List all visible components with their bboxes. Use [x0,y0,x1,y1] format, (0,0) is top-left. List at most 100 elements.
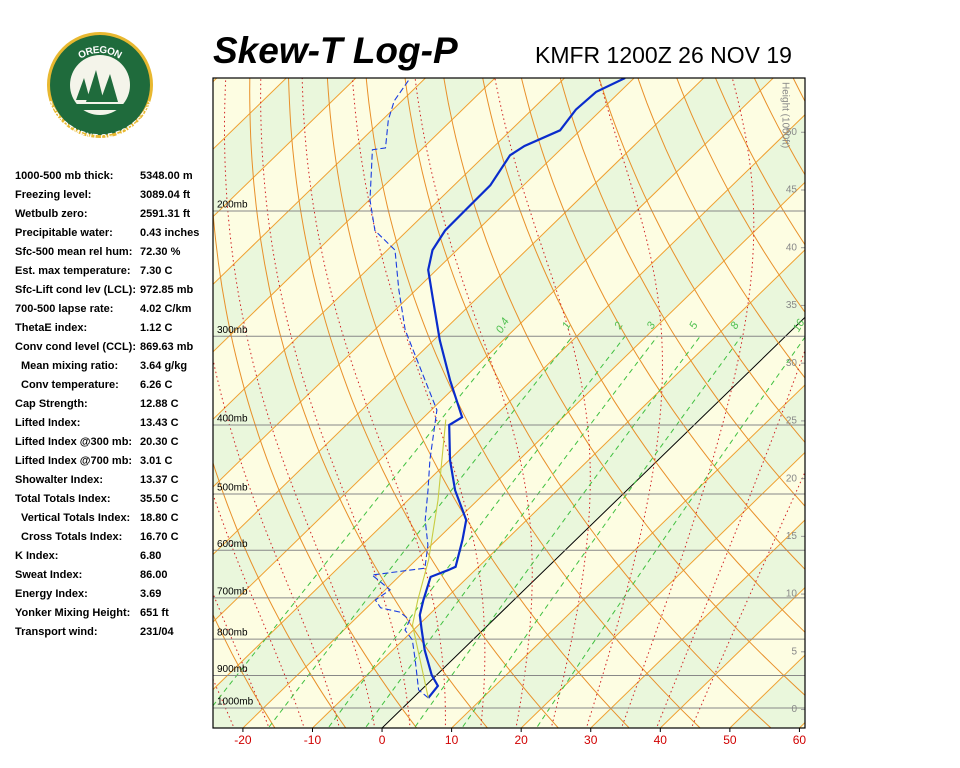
height-label: 40 [786,242,798,253]
moist-adiabat [414,78,533,728]
mixing-ratio-line [461,335,742,728]
plot-frame [212,77,806,729]
logo-top: OREGON [76,44,123,61]
index-label: Lifted Index @300 mb: [15,436,132,448]
moist-adiabat [224,78,376,728]
index-label: Sweat Index: [15,569,82,581]
dry-adiabat [326,78,630,728]
height-label: 20 [786,473,798,484]
index-label: Mean mixing ratio: [21,360,118,372]
station: KMFR 1200Z 26 NOV 19 [535,42,792,68]
dry-adiabat [213,461,347,728]
pressure-label: 300mb [217,325,248,336]
isotherm [659,586,805,728]
dry-adiabat [288,78,560,728]
index-value: 3.64 g/kg [140,360,187,372]
index-label: Transport wind: [15,626,98,638]
isotherm [242,181,805,728]
index-label: Energy Index: [15,588,88,600]
index-value: 1.12 C [140,322,172,334]
x-tick-label: -10 [304,733,322,747]
moist-adiabat [690,470,805,728]
index-label: Cross Totals Index: [21,531,122,543]
height-label: 25 [786,416,798,427]
dry-adiabat [365,78,701,728]
index-value: 0.43 inches [140,227,199,239]
axes: 1000mb 900mb 800mb 700mb 600mb 500mb 400mb 300m… [217,82,806,747]
x-tick-label: 50 [723,733,737,747]
profile-line [418,78,626,699]
index-label: Freezing level: [15,189,91,201]
index-value: 20.30 C [140,436,179,448]
profile-line [411,419,447,699]
index-value: 7.30 C [140,265,172,277]
dry-adiabat [853,46,960,735]
index-value: 231/04 [140,626,175,638]
moist-adiabat [213,356,340,728]
isotherm [213,78,496,353]
moist-adiabat [260,78,411,728]
dry-adiabat [249,78,489,728]
isotherm [213,78,357,218]
plot-area: 0.4 1 2 3 5 8 16 [213,45,960,735]
mixing-ratio-label: 1 [560,320,573,331]
dry-adiabat [598,78,805,444]
title: Skew-T Log-P [213,30,458,71]
index-label: Showalter Index: [15,474,103,486]
height-label: 35 [786,300,798,311]
height-label: 10 [786,589,798,600]
index-value: 651 ft [140,607,169,619]
logo: OREGON DEPARTMENT OF FORESTRY [44,32,156,142]
index-value: 18.80 C [140,512,179,524]
index-value: 869.63 mb [140,341,193,353]
logo-trees [74,70,126,110]
index-value: 4.02 C/km [140,303,192,315]
index-label: Est. max temperature: [15,265,131,277]
dry-adiabat [482,78,805,633]
mixing-ratio-line [327,335,626,728]
mixing-ratio-line [364,335,658,728]
index-value: 12.88 C [140,398,179,410]
x-tick-label: 10 [445,733,459,747]
index-value: 972.85 mb [140,284,193,296]
pressure-label: 600mb [217,539,248,550]
height-label: 0 [791,704,797,715]
isotherm [311,249,805,728]
moist-adiabat [585,78,664,728]
height-label: 45 [786,185,798,196]
index-value: 13.37 C [140,474,179,486]
pressure-label: 700mb [217,586,248,597]
isotherm [213,114,805,691]
isotherm [213,78,427,285]
x-tick-label: 20 [514,733,528,747]
index-label: K Index: [15,550,58,562]
dry-adiabat [213,613,276,728]
mixing-ratio-line [413,335,701,728]
index-value: 3089.04 ft [140,189,190,201]
index-value: 3.01 C [140,455,172,467]
index-value: 5348.00 m [140,170,193,182]
index-value: 3.69 [140,588,161,600]
temp-band [799,722,805,728]
index-value: 86.00 [140,569,168,581]
index-value: 72.30 % [140,246,181,258]
isotherm [381,316,805,728]
isotherm [863,45,960,734]
index-label: Conv temperature: [21,379,119,391]
height-label: 15 [786,531,798,542]
indices: 1000-500 mb thick: 5348.00 m Freezing leve… [15,170,199,638]
index-label: ThetaE index: [15,322,87,334]
dry-adiabat [213,206,418,728]
index-label: Lifted Index @700 mb: [15,455,132,467]
index-label: Sfc-500 mean rel hum: [15,246,132,258]
index-value: 6.80 [140,550,161,562]
dry-adiabat [816,46,960,735]
index-label: Sfc-Lift cond lev (LCL): [15,284,136,296]
moist-adiabat [494,78,591,728]
index-label: Conv cond level (CCL): [15,341,136,353]
index-label: Yonker Mixing Height: [15,607,130,619]
index-label: Lifted Index: [15,417,80,429]
profile-line [369,78,438,699]
index-label: 1000-500 mb thick: [15,170,113,182]
